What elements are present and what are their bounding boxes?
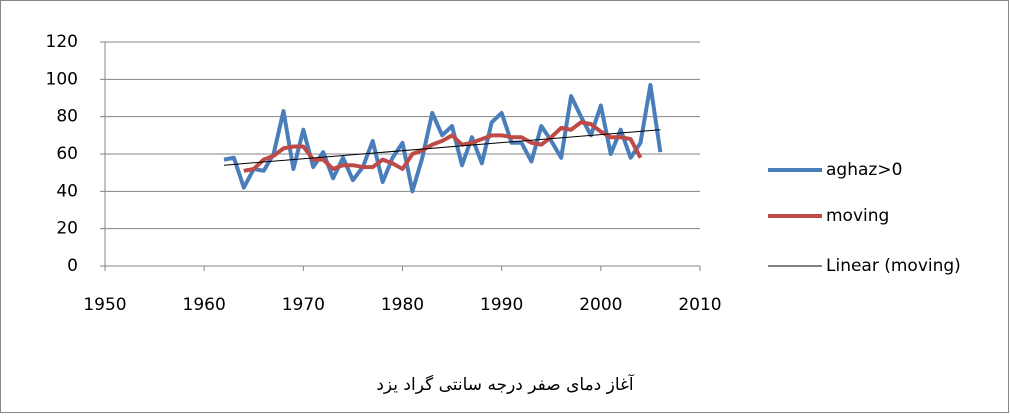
legend-label: Linear (moving) xyxy=(826,256,961,276)
legend-label: aghaz>0 xyxy=(826,160,902,180)
series-line xyxy=(223,129,661,166)
y-tick-label: 120 xyxy=(46,32,78,52)
legend-label: moving xyxy=(826,206,889,226)
x-tick-label: 1950 xyxy=(83,295,126,315)
x-tick-label: 1980 xyxy=(381,295,424,315)
y-tick-label: 80 xyxy=(56,107,78,127)
series-line xyxy=(223,82,663,194)
x-tick-label: 2000 xyxy=(579,295,622,315)
chart-title: آغاز دمای صفر درجه سانتی گراد یزد xyxy=(376,373,635,395)
x-tick-label: 2010 xyxy=(678,295,721,315)
x-tick-label: 1990 xyxy=(480,295,523,315)
y-tick-label: 40 xyxy=(56,181,78,201)
y-tick-label: 0 xyxy=(67,256,78,276)
series-line xyxy=(243,120,643,173)
y-tick-label: 100 xyxy=(46,69,78,89)
y-tick-label: 60 xyxy=(56,144,78,164)
x-tick-label: 1960 xyxy=(183,295,226,315)
y-tick-label: 20 xyxy=(56,219,78,239)
x-tick-label: 1970 xyxy=(282,295,325,315)
